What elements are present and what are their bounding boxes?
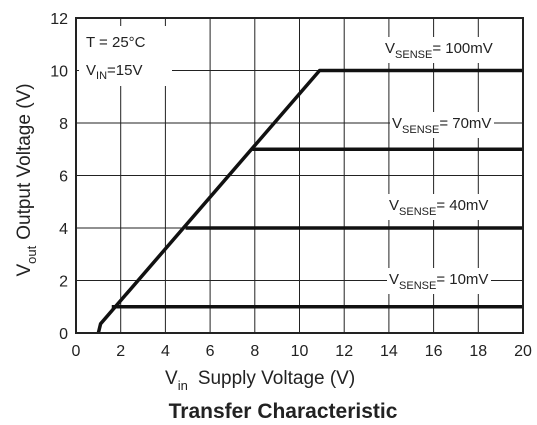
x-tick-label: 0 (72, 343, 81, 360)
x-tick-label: 14 (380, 343, 398, 360)
series-label-bg (387, 194, 491, 220)
x-tick-label: 18 (469, 343, 487, 360)
y-tick-labels: 0 2 4 6 8 10 12 (50, 11, 68, 343)
x-tick-label: 12 (335, 343, 353, 360)
y-tick-label: 0 (59, 326, 68, 343)
y-axis-title: VoutOutput Voltage (V) (14, 83, 39, 276)
x-tick-label: 2 (116, 343, 125, 360)
y-tick-label: 8 (59, 116, 68, 133)
series-label-bg (390, 112, 494, 138)
x-tick-label: 6 (206, 343, 215, 360)
x-tick-label: 10 (291, 343, 309, 360)
y-tick-label: 2 (59, 274, 68, 291)
y-tick-label: 4 (59, 221, 68, 238)
y-tick-label: 12 (50, 11, 68, 28)
series-label-100mv: VSENSE= 100mV (385, 40, 493, 61)
chart-caption: Transfer Characteristic (169, 400, 398, 423)
x-tick-label: 8 (250, 343, 259, 360)
series-labels: VSENSE= 100mV VSENSE= 70mV VSENSE= 40mV … (383, 37, 499, 294)
x-axis-title: Vin Supply Voltage (V) (165, 368, 355, 393)
temperature-label: T = 25°C (86, 34, 146, 51)
plot-frame (75, 17, 524, 334)
x-tick-label: 4 (161, 343, 170, 360)
series-label-40mv: VSENSE= 40mV (389, 197, 488, 218)
series-label-bg (387, 268, 491, 294)
y-tick-label: 6 (59, 169, 68, 186)
series-label-bg (383, 37, 499, 63)
x-tick-label: 20 (514, 343, 532, 360)
y-tick-label: 10 (50, 64, 68, 81)
x-tick-labels: 0 2 4 6 8 10 12 14 16 18 20 (72, 343, 532, 360)
series-line-0 (96, 68, 523, 334)
x-tick-label: 16 (425, 343, 443, 360)
series-label-70mv: VSENSE= 70mV (392, 115, 491, 136)
series-lines (96, 68, 523, 334)
series-label-10mv: VSENSE= 10mV (389, 271, 488, 292)
vin-condition-label: VIN=15V (86, 62, 142, 82)
conditions-box (79, 26, 172, 86)
